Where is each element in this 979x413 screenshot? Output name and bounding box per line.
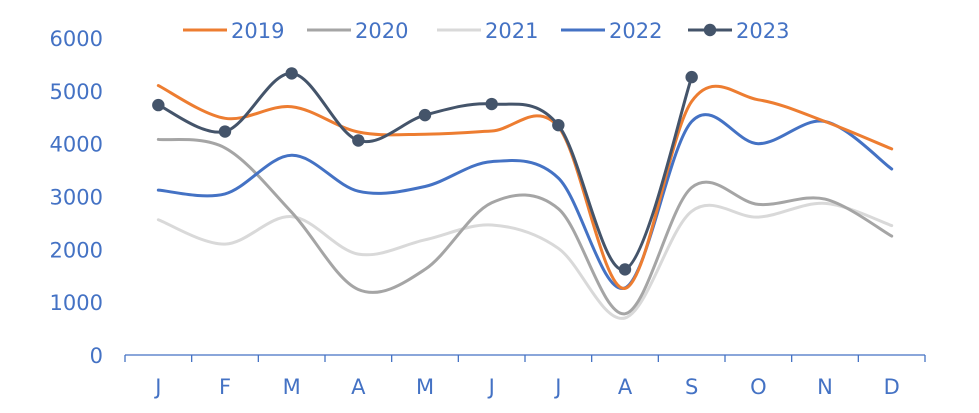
x-tick-label: O xyxy=(750,375,767,399)
x-tick-label: M xyxy=(283,375,301,399)
series-line-2021 xyxy=(156,201,894,320)
data-point-2023 xyxy=(552,118,565,132)
data-point-2023 xyxy=(285,67,298,80)
legend-label: 2019 xyxy=(231,19,284,43)
legend-item-2022: 2022 xyxy=(561,19,662,43)
series-2020 xyxy=(156,137,894,316)
data-point-2023 xyxy=(418,108,432,122)
legend-label: 2023 xyxy=(736,19,789,43)
legend-marker xyxy=(703,23,717,37)
data-point-2023 xyxy=(485,97,498,111)
x-tick-label: J xyxy=(553,375,561,399)
series-2021 xyxy=(156,201,894,320)
y-tick-label: 5000 xyxy=(50,80,103,104)
x-tick-label: D xyxy=(884,375,900,399)
data-point-2023 xyxy=(685,70,698,84)
data-point-2023 xyxy=(218,125,232,138)
x-tick-label: J xyxy=(487,375,495,399)
legend-item-2020: 2020 xyxy=(307,19,408,43)
legend-label: 2022 xyxy=(609,19,662,43)
y-axis: 0 1000 2000 3000 4000 5000 6000 xyxy=(50,27,103,368)
x-tick-label: A xyxy=(618,375,633,399)
legend-label: 2021 xyxy=(485,19,538,43)
y-tick-label: 6000 xyxy=(50,27,103,51)
data-point-2023 xyxy=(618,263,632,276)
y-tick-label: 3000 xyxy=(50,186,103,210)
legend-item-2019: 2019 xyxy=(183,19,284,43)
series-layer xyxy=(152,67,894,320)
series-line-2020 xyxy=(156,137,894,316)
x-tick-label: A xyxy=(351,375,366,399)
x-tick-label: N xyxy=(817,375,833,399)
x-tick-label: S xyxy=(685,375,698,399)
x-tick-label: F xyxy=(219,375,231,399)
legend: 2019 2020 2021 2022 2023 xyxy=(183,19,789,43)
y-tick-label: 1000 xyxy=(50,291,103,315)
data-point-2023 xyxy=(152,98,165,112)
series-2023 xyxy=(152,67,698,276)
legend-item-2021: 2021 xyxy=(437,19,538,43)
legend-label: 2020 xyxy=(355,19,408,43)
series-2022 xyxy=(156,113,894,290)
data-point-2023 xyxy=(352,134,365,147)
y-tick-label: 2000 xyxy=(50,238,103,262)
y-tick-label: 0 xyxy=(90,344,103,368)
series-line-2022 xyxy=(156,113,894,290)
legend-item-2023: 2023 xyxy=(688,19,789,43)
x-tick-label: M xyxy=(416,375,434,399)
y-tick-label: 4000 xyxy=(50,133,103,157)
x-tick-label: J xyxy=(153,375,161,399)
